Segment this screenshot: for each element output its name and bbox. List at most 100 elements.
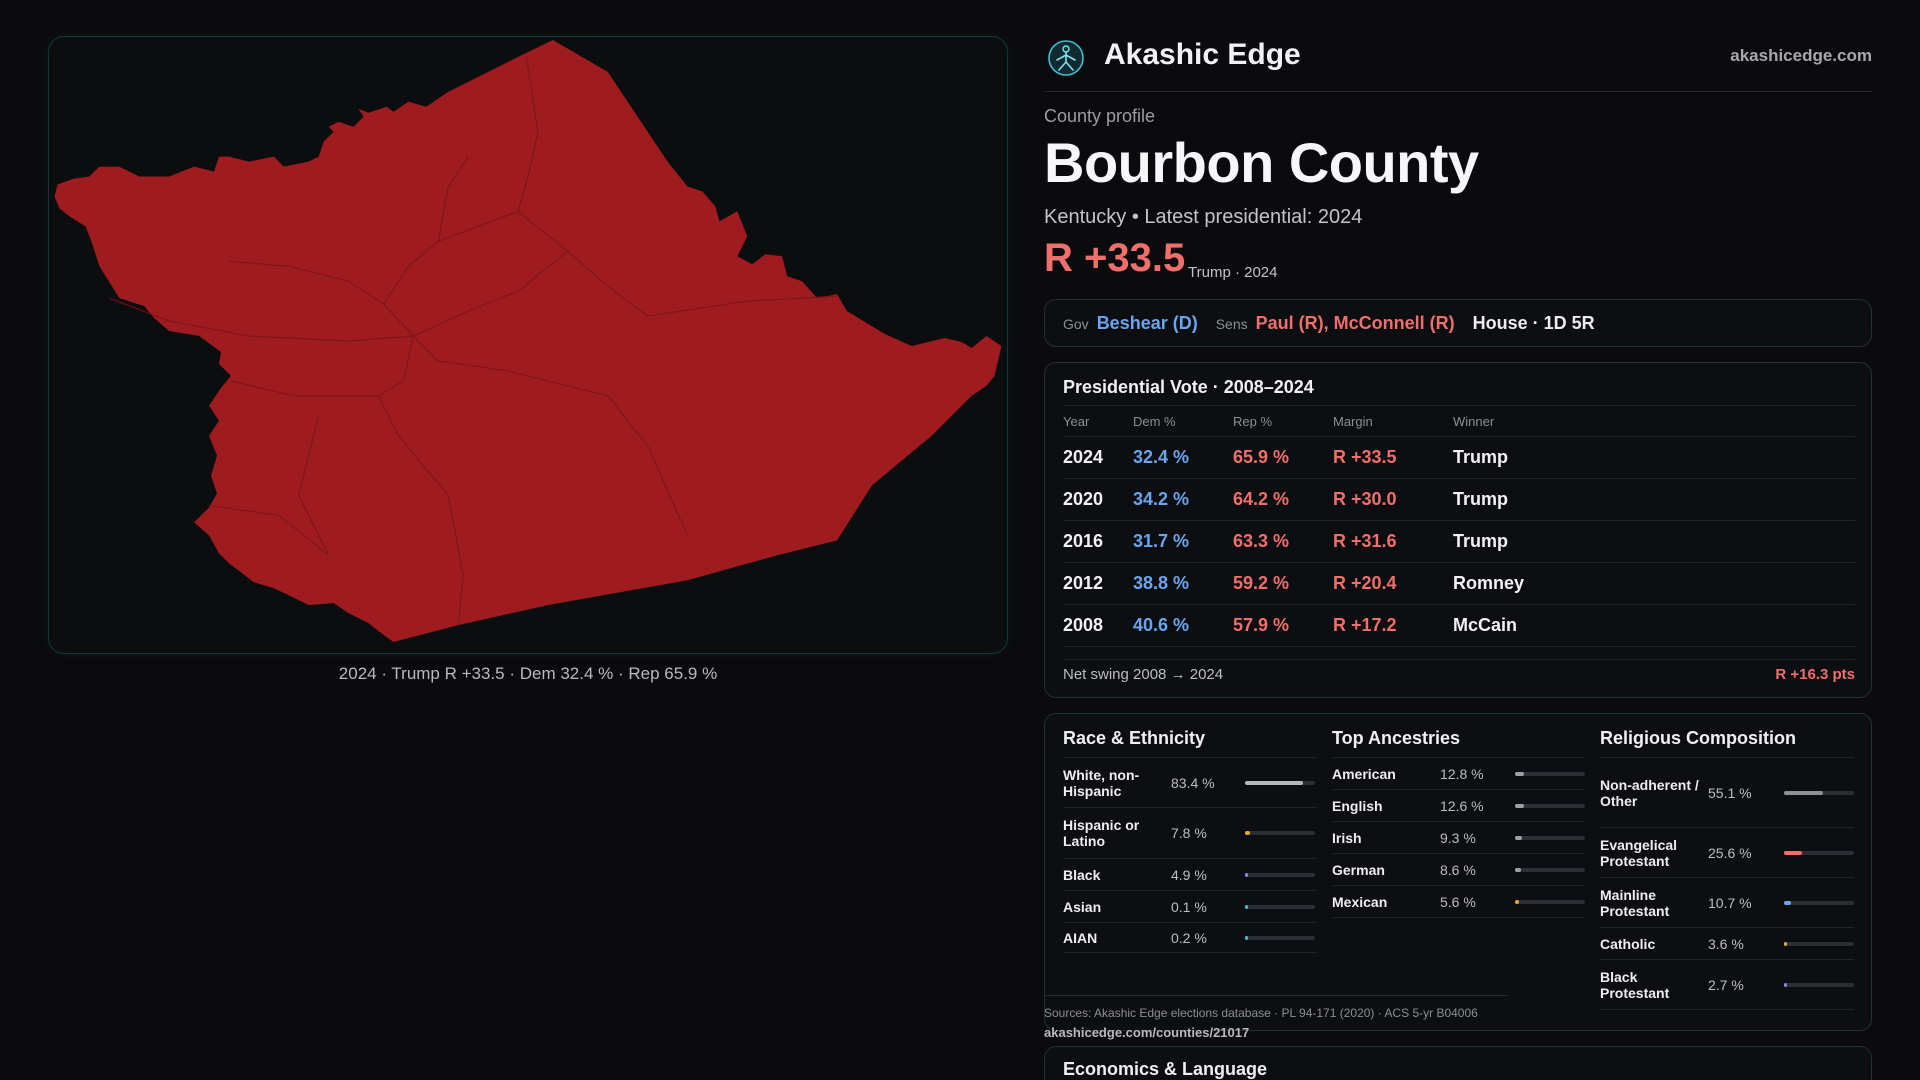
sources-divider [1044, 995, 1508, 996]
cell-year: 2008 [1063, 615, 1104, 635]
race-share-bar [1245, 935, 1315, 940]
religion-share-bar [1784, 850, 1854, 855]
race-row: White, non-Hispanic 83.4 % [1063, 758, 1317, 808]
religion-value: 2.7 % [1708, 976, 1744, 993]
race-value: 83.4 % [1171, 774, 1215, 791]
ancestries-share-fill [1515, 835, 1522, 840]
religion-row: Non-adherent / Other 55.1 % [1600, 758, 1854, 828]
page-kicker: County profile [1044, 106, 1156, 126]
religion-share-bar [1784, 790, 1854, 795]
county-map [54, 39, 1002, 643]
brand-url-link[interactable]: akashicedge.com [1730, 46, 1872, 65]
religion-row: Evangelical Protestant 25.6 % [1600, 828, 1854, 878]
table-row: 2008 40.6 % 57.9 % R +17.2 McCain [1063, 605, 1855, 647]
race-ethnicity-title: Race & Ethnicity [1063, 728, 1317, 758]
religion-share-bar [1784, 982, 1854, 987]
cell-winner: McCain [1453, 615, 1518, 635]
house-delegation: House · 1D 5R [1472, 313, 1595, 333]
net-swing-row: Net swing 2008 → 2024 R +16.3 pts [1063, 659, 1855, 689]
col-dem: Dem % [1133, 413, 1176, 429]
religion-label: Non-adherent / Other [1600, 776, 1699, 809]
cell-rep: 64.2 % [1233, 489, 1290, 509]
cell-year: 2016 [1063, 531, 1104, 551]
cell-dem: 34.2 % [1133, 489, 1190, 509]
ancestries-share-bar [1515, 771, 1585, 776]
religion-label: Mainline Protestant [1600, 886, 1670, 919]
religion-share-bar [1784, 941, 1854, 946]
ancestries-row: English 12.6 % [1332, 790, 1585, 822]
sources-note: Sources: Akashic Edge elections database… [1044, 1006, 1478, 1020]
presidential-vote-title: Presidential Vote · 2008–2024 [1063, 377, 1314, 397]
religion-label: Catholic [1600, 935, 1656, 952]
race-row: AIAN 0.2 % [1063, 923, 1317, 953]
ancestries-value: 5.6 % [1440, 893, 1476, 910]
col-margin: Margin [1333, 413, 1373, 429]
ancestries-label: German [1332, 861, 1385, 878]
demographics-card: Race & Ethnicity White, non-Hispanic 83.4… [1044, 713, 1872, 1031]
cell-rep: 59.2 % [1233, 573, 1290, 593]
cell-dem: 31.7 % [1133, 531, 1190, 551]
gov-label: Gov [1063, 316, 1089, 332]
cell-dem: 38.8 % [1133, 573, 1190, 593]
ancestries-share-fill [1515, 771, 1524, 776]
top-ancestries-section: Top Ancestries American 12.8 % English 12.6… [1332, 728, 1585, 918]
akashic-logo-icon[interactable] [1046, 38, 1086, 78]
county-shape[interactable] [54, 39, 1002, 643]
religion-row: Mainline Protestant 10.7 % [1600, 878, 1854, 928]
sens-value: Paul (R), McConnell (R) [1255, 313, 1455, 333]
table-row: 2012 38.8 % 59.2 % R +20.4 Romney [1063, 563, 1855, 605]
ancestries-row: American 12.8 % [1332, 758, 1585, 790]
cell-dem: 32.4 % [1133, 447, 1190, 467]
map-caption: 2024 · Trump R +33.5 · Dem 32.4 % · Rep … [338, 664, 718, 683]
race-share-bar [1245, 872, 1315, 877]
cell-year: 2020 [1063, 489, 1104, 509]
gov-value: Beshear (D) [1096, 313, 1198, 333]
religion-share-fill [1784, 850, 1802, 855]
cell-winner: Trump [1453, 489, 1509, 509]
religion-value: 3.6 % [1708, 935, 1744, 952]
cell-margin: R +31.6 [1333, 531, 1397, 551]
economics-title: Economics & Language [1063, 1059, 1268, 1079]
race-share-fill [1245, 935, 1248, 940]
race-value: 7.8 % [1171, 825, 1207, 841]
page-subtitle: Kentucky • Latest presidential: 2024 [1044, 206, 1363, 228]
ancestries-label: English [1332, 797, 1383, 814]
race-label: Black [1063, 866, 1101, 883]
religion-label: Black Protestant [1600, 968, 1670, 1001]
page-title: Bourbon County [1044, 131, 1479, 194]
net-swing-label: Net swing 2008 → 2024 [1063, 666, 1224, 683]
race-label: Hispanic or Latino [1063, 817, 1140, 849]
religion-share-fill [1784, 982, 1787, 987]
ancestries-row: Mexican 5.6 % [1332, 886, 1585, 918]
religion-row: Black Protestant 2.7 % [1600, 960, 1854, 1010]
brand-name[interactable]: Akashic Edge [1104, 38, 1301, 71]
officials-card: Gov Beshear (D) Sens Paul (R), McConnell… [1044, 299, 1872, 347]
cell-rep: 65.9 % [1233, 447, 1290, 467]
brand-header: Akashic Edge akashicedge.com [1044, 34, 1872, 92]
religion-value: 10.7 % [1708, 894, 1752, 911]
race-share-bar [1245, 904, 1315, 909]
economics-card: Economics & Language [1044, 1046, 1872, 1080]
religious-composition-section: Religious Composition Non-adherent / Oth… [1600, 728, 1854, 1010]
race-share-fill [1245, 831, 1250, 835]
table-row: 2024 32.4 % 65.9 % R +33.5 Trump [1063, 437, 1855, 479]
ancestries-share-bar [1515, 803, 1585, 808]
latest-margin: R +33.5 [1044, 236, 1186, 280]
county-permalink[interactable]: akashicedge.com/counties/21017 [1044, 1025, 1250, 1040]
net-swing-value: R +16.3 pts [1775, 666, 1855, 683]
race-row: Asian 0.1 % [1063, 891, 1317, 923]
cell-margin: R +33.5 [1333, 447, 1397, 467]
ancestries-value: 12.6 % [1440, 797, 1484, 814]
religion-label: Evangelical Protestant [1600, 836, 1678, 869]
ancestries-share-fill [1515, 867, 1521, 872]
ancestries-value: 8.6 % [1440, 861, 1476, 878]
table-row: 2020 34.2 % 64.2 % R +30.0 Trump [1063, 479, 1855, 521]
top-ancestries-title: Top Ancestries [1332, 728, 1585, 758]
table-header: Year Dem % Rep % Margin Winner [1063, 405, 1855, 437]
cell-winner: Trump [1453, 447, 1509, 467]
ancestries-share-fill [1515, 899, 1519, 904]
ancestries-row: German 8.6 % [1332, 854, 1585, 886]
cell-dem: 40.6 % [1133, 615, 1190, 635]
col-winner: Winner [1453, 413, 1495, 429]
ancestries-value: 9.3 % [1440, 829, 1476, 846]
